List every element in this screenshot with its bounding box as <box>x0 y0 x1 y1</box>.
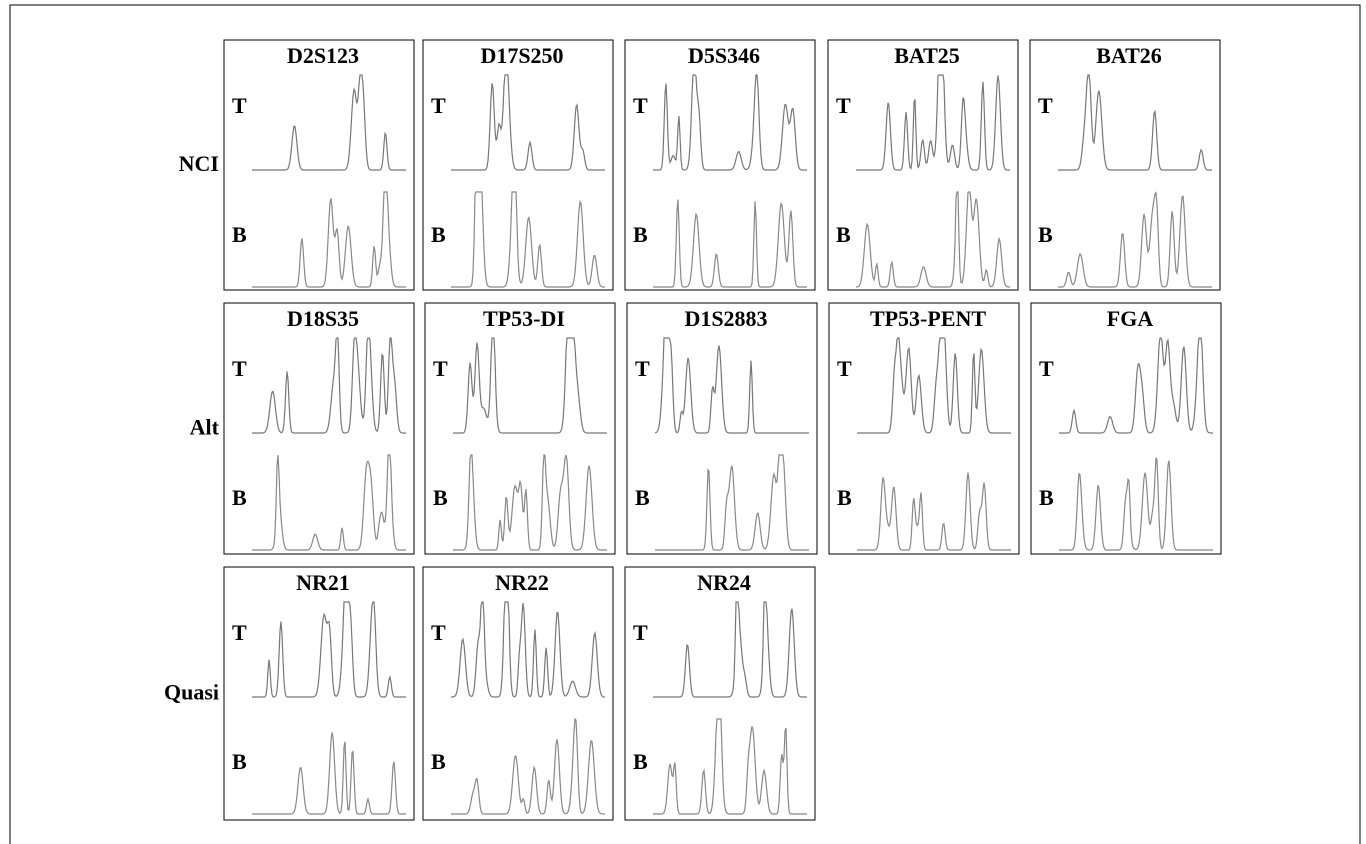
track-label: B <box>232 222 247 247</box>
track-label: T <box>633 93 648 118</box>
track-label: T <box>635 356 650 381</box>
panel <box>828 40 1018 290</box>
track-label: B <box>633 222 648 247</box>
track-label: T <box>836 93 851 118</box>
panel-title: NR24 <box>697 570 751 595</box>
track-label: B <box>836 222 851 247</box>
panel <box>425 303 615 554</box>
track-label: T <box>1039 356 1054 381</box>
track-label: B <box>633 749 648 774</box>
track-label: B <box>635 485 650 510</box>
figure: NCI D2S123 T B D17S250 T B D5S346 T B BAT25 T B BAT26… <box>0 0 1366 844</box>
track-label: B <box>1038 222 1053 247</box>
panel <box>625 40 815 290</box>
panel <box>224 40 414 290</box>
track-label: B <box>433 485 448 510</box>
panel <box>627 303 817 554</box>
track-label: T <box>232 356 247 381</box>
row-label: Alt <box>190 415 220 440</box>
track-label: B <box>837 485 852 510</box>
panel-title: BAT26 <box>1096 43 1162 68</box>
panel-title: TP53-PENT <box>870 306 986 331</box>
track-label: T <box>837 356 852 381</box>
track-label: B <box>232 749 247 774</box>
track-label: T <box>431 620 446 645</box>
panel-title: D5S346 <box>688 43 760 68</box>
track-label: B <box>1039 485 1054 510</box>
panel-title: D17S250 <box>480 43 563 68</box>
track-label: B <box>431 222 446 247</box>
panel <box>625 567 815 820</box>
track-label: B <box>232 485 247 510</box>
panel-title: NR22 <box>495 570 549 595</box>
row-label: NCI <box>179 151 219 176</box>
panel-title: FGA <box>1107 306 1154 331</box>
row-label: Quasi <box>164 680 219 705</box>
track-label: T <box>633 620 648 645</box>
track-label: T <box>1038 93 1053 118</box>
track-label: B <box>431 749 446 774</box>
panel-title: TP53-DI <box>483 306 565 331</box>
panel-title: NR21 <box>296 570 350 595</box>
track-label: T <box>232 93 247 118</box>
track-label: T <box>232 620 247 645</box>
panel-title: D18S35 <box>287 306 359 331</box>
track-label: T <box>433 356 448 381</box>
panel-title: BAT25 <box>894 43 960 68</box>
panel-title: D2S123 <box>287 43 359 68</box>
track-label: T <box>431 93 446 118</box>
panel-title: D1S2883 <box>684 306 767 331</box>
panel <box>224 567 414 820</box>
